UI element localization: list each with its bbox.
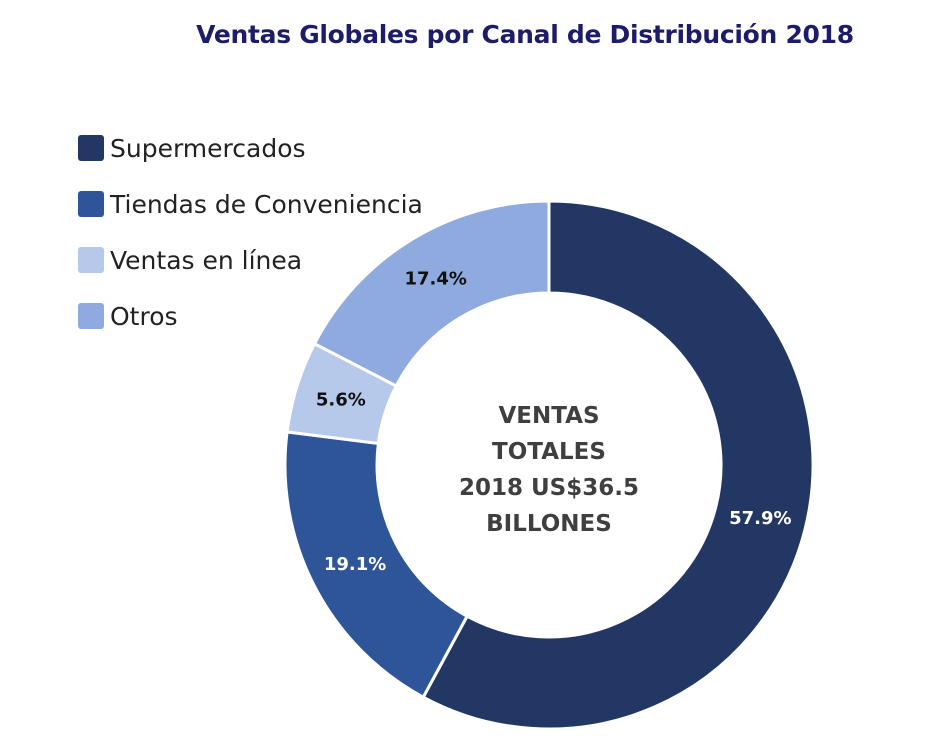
legend-item-supermercados: Supermercados (78, 120, 423, 176)
legend-label-tiendas-de-conveniencia: Tiendas de Conveniencia (110, 189, 423, 219)
legend-swatch-ventas-en-linea (78, 247, 104, 273)
center-label-line-4: BILLONES (486, 511, 612, 537)
legend-item-ventas-en-linea: Ventas en línea (78, 232, 423, 288)
legend-label-otros: Otros (110, 301, 178, 331)
data-label-ventas-en-linea: 5.6% (316, 390, 366, 411)
chart-title: Ventas Globales por Canal de Distribució… (196, 20, 854, 49)
donut-slice-otros (312, 199, 551, 388)
legend-swatch-tiendas-de-conveniencia (78, 191, 104, 217)
legend-label-supermercados: Supermercados (110, 133, 306, 163)
legend: Supermercados Tiendas de Conveniencia Ve… (78, 120, 423, 344)
center-label-line-2: TOTALES (492, 439, 606, 465)
data-label-otros: 17.4% (404, 268, 466, 289)
center-label-line-3: 2018 US$36.5 (458, 475, 639, 501)
center-label-line-1: VENTAS (498, 403, 600, 429)
legend-label-ventas-en-linea: Ventas en línea (110, 245, 303, 275)
data-label-tiendas-de-conveniencia: 19.1% (324, 554, 386, 575)
legend-swatch-supermercados (78, 135, 104, 161)
donut-slice-tiendas-de-conveniencia (283, 430, 470, 700)
data-label-supermercados: 57.9% (729, 508, 791, 529)
donut-slice-supermercados (421, 199, 815, 731)
center-label: VENTAS TOTALES 2018 US$36.5 BILLONES (424, 398, 674, 542)
legend-item-tiendas-de-conveniencia: Tiendas de Conveniencia (78, 176, 423, 232)
legend-item-otros: Otros (78, 288, 423, 344)
legend-swatch-otros (78, 303, 104, 329)
